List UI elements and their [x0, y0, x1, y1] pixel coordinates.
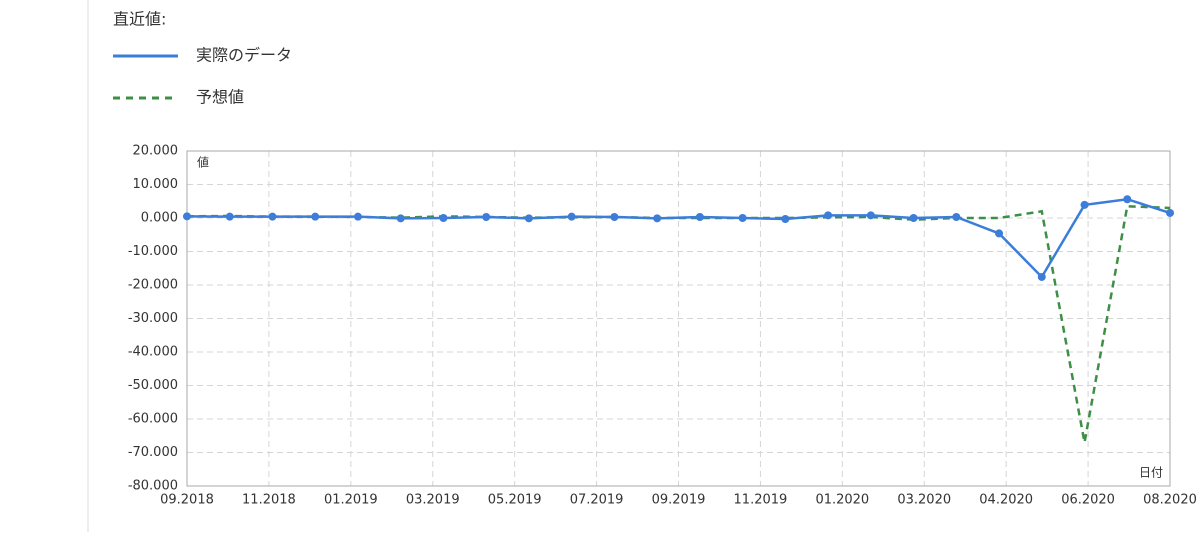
- x-tick-label: 03.2020: [897, 493, 951, 508]
- x-tick-label: 06.2020: [1061, 493, 1115, 508]
- series-line: [186, 204, 1171, 443]
- x-tick-label: 09.2018: [160, 493, 214, 508]
- y-tick-label: -10.000: [128, 244, 178, 259]
- point: [738, 214, 747, 222]
- y-tick-label: -50.000: [128, 378, 178, 393]
- x-tick-label: 09.2019: [652, 493, 706, 508]
- point: [1037, 272, 1046, 281]
- point: [610, 212, 619, 221]
- y-tick-label: -30.000: [128, 311, 178, 326]
- y-tick-label: -20.000: [128, 278, 178, 293]
- x-axis-label: 日付: [1139, 466, 1163, 480]
- point: [653, 214, 662, 223]
- chart-title: 直近値:: [113, 10, 166, 29]
- y-tick-label: -70.000: [128, 445, 178, 460]
- x-tick-label: 01.2019: [324, 493, 378, 508]
- point: [866, 211, 875, 220]
- point: [695, 212, 704, 221]
- point: [524, 214, 533, 223]
- y-tick-label: 10.000: [133, 177, 179, 192]
- point: [1080, 200, 1089, 209]
- point: [268, 212, 277, 221]
- point: [567, 212, 576, 221]
- point: [353, 212, 362, 221]
- x-tick-label: 05.2019: [488, 493, 542, 508]
- point: [781, 215, 790, 224]
- x-tick-label: 08.2020: [1143, 493, 1197, 508]
- point: [824, 211, 833, 220]
- point: [311, 212, 320, 221]
- x-tick-label: 03.2019: [406, 493, 460, 508]
- y-tick-label: 0.000: [141, 211, 178, 226]
- y-tick-label: -60.000: [128, 412, 178, 427]
- point: [183, 212, 191, 221]
- point: [1166, 208, 1174, 217]
- legend-label: 予想値: [196, 88, 244, 107]
- point: [439, 214, 448, 222]
- point: [995, 229, 1004, 238]
- point: [225, 212, 234, 221]
- x-tick-label: 01.2020: [815, 493, 869, 508]
- y-tick-label: -80.000: [128, 479, 178, 494]
- y-tick-label: -40.000: [128, 345, 178, 360]
- x-tick-label: 11.2019: [734, 493, 788, 508]
- legend-label: 実際のデータ: [196, 46, 292, 65]
- y-tick-label: 20.000: [133, 144, 179, 159]
- point: [909, 214, 918, 222]
- x-tick-label: 04.2020: [979, 493, 1033, 508]
- point: [1123, 195, 1132, 204]
- y-axis-label: 値: [197, 155, 209, 170]
- x-tick-label: 07.2019: [570, 493, 624, 508]
- point: [952, 212, 961, 221]
- series-line: [186, 197, 1171, 279]
- point: [482, 212, 491, 221]
- plot-border: [186, 150, 1171, 487]
- point: [396, 214, 405, 223]
- x-tick-label: 11.2018: [242, 493, 296, 508]
